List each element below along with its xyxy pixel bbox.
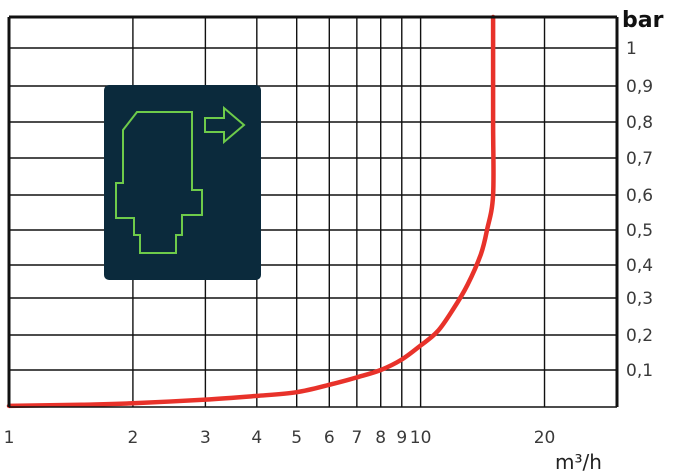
y-tick-label: 0,5 — [626, 221, 653, 241]
x-tick-label: 6 — [324, 428, 335, 448]
x-tick-label: 4 — [251, 428, 262, 448]
y-tick-label: 0,7 — [626, 149, 653, 169]
y-tick-label: 0,4 — [626, 256, 653, 276]
x-tick-label: 7 — [351, 428, 362, 448]
series-layer — [6, 14, 496, 409]
series-line — [6, 14, 496, 409]
x-tick-label: 9 — [396, 428, 407, 448]
y-tick-label: 0,6 — [626, 186, 653, 206]
plot-frame — [7, 15, 619, 408]
x-tick-label: 10 — [410, 428, 432, 448]
y-tick-label: 0,3 — [626, 289, 653, 309]
x-tick-label: 5 — [291, 428, 302, 448]
valve-flow-icon — [104, 85, 261, 280]
x-tick-labels: 1 2 3 4 5 6 7 8 9 10 20 — [4, 428, 556, 448]
x-tick-label: 8 — [375, 428, 386, 448]
y-tick-labels: 0,1 0,2 0,3 0,4 0,5 0,6 0,7 0,8 0,9 1 — [626, 39, 653, 381]
y-axis-label: bar — [622, 8, 664, 33]
x-tick-label: 2 — [127, 428, 138, 448]
y-tick-label: 0,9 — [626, 77, 653, 97]
chart-grid — [9, 17, 617, 407]
y-tick-label: 0,8 — [626, 113, 653, 133]
x-tick-label: 3 — [200, 428, 211, 448]
x-tick-label: 1 — [4, 428, 15, 448]
y-tick-label: 0,2 — [626, 326, 653, 346]
x-axis-label: m³/h — [555, 450, 602, 474]
x-tick-label: 20 — [534, 428, 556, 448]
y-tick-label: 0,1 — [626, 361, 653, 381]
y-tick-label: 1 — [626, 39, 637, 59]
